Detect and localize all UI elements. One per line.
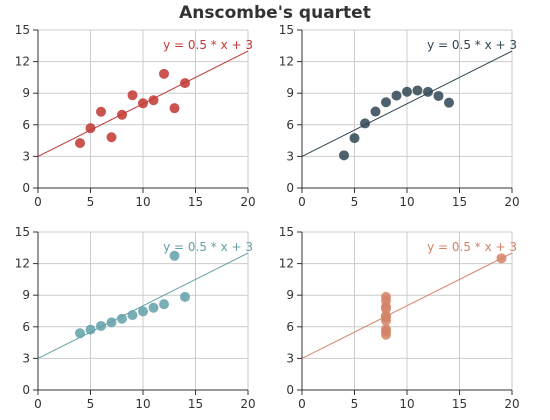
data-point[interactable] — [169, 103, 180, 114]
regression-line — [301, 50, 513, 157]
data-point[interactable] — [496, 253, 507, 264]
y-tick-label: 12 — [279, 55, 294, 69]
y-tick-label: 0 — [22, 181, 30, 195]
x-tick-label: 5 — [351, 195, 359, 209]
x-tick-label: 15 — [188, 397, 203, 411]
data-point[interactable] — [148, 95, 159, 106]
x-tick-label: 20 — [504, 195, 519, 209]
y-tick-label: 9 — [22, 86, 30, 100]
y-tick-label: 3 — [286, 149, 294, 163]
data-point[interactable] — [85, 123, 96, 134]
x-tick-label: 0 — [298, 397, 306, 411]
data-point[interactable] — [381, 97, 391, 108]
data-point[interactable] — [75, 328, 85, 339]
x-tick-label: 20 — [240, 195, 255, 209]
y-tick-label: 6 — [286, 118, 294, 132]
fit-label: y = 0.5 * x + 3 — [427, 38, 517, 52]
y-tick-label: 12 — [279, 257, 294, 271]
data-point[interactable] — [85, 324, 96, 335]
data-point[interactable] — [180, 291, 190, 302]
data-point[interactable] — [127, 90, 138, 101]
data-point[interactable] — [180, 78, 190, 89]
y-tick-label: 15 — [279, 225, 294, 239]
fit-label: y = 0.5 * x + 3 — [163, 38, 253, 52]
y-tick-label: 15 — [15, 225, 30, 239]
x-tick-label: 20 — [504, 397, 519, 411]
data-point[interactable] — [96, 106, 106, 117]
y-tick-label: 15 — [279, 23, 294, 37]
y-tick-label: 0 — [22, 383, 30, 397]
x-tick-label: 20 — [240, 397, 255, 411]
x-tick-label: 15 — [452, 195, 467, 209]
y-tick-label: 15 — [15, 23, 30, 37]
data-point[interactable] — [349, 133, 360, 144]
data-point[interactable] — [127, 310, 138, 321]
data-point[interactable] — [75, 138, 85, 149]
data-point[interactable] — [381, 301, 391, 312]
x-tick-label: 5 — [87, 195, 95, 209]
data-point[interactable] — [391, 90, 402, 101]
fit-label: y = 0.5 * x + 3 — [163, 240, 253, 254]
y-tick-label: 6 — [286, 320, 294, 334]
panel-1: 0 5 10 15 20 0 3 6 9 12 15 y = 0.5 * x + 3 — [15, 23, 256, 209]
data-point[interactable] — [96, 320, 106, 331]
x-tick-label: 5 — [351, 397, 359, 411]
data-point[interactable] — [370, 106, 381, 117]
data-point[interactable] — [381, 312, 391, 323]
x-tick-label: 10 — [135, 195, 150, 209]
data-point[interactable] — [423, 86, 433, 97]
regression-line — [37, 252, 249, 359]
y-tick-label: 9 — [286, 288, 294, 302]
x-tick-label: 15 — [188, 195, 203, 209]
x-tick-label: 10 — [135, 397, 150, 411]
chart-title: Anscombe's quartet — [179, 3, 371, 23]
y-tick-label: 0 — [286, 181, 294, 195]
data-point[interactable] — [106, 132, 117, 143]
panel-2: 0 5 10 15 20 0 3 6 9 12 15 y = 0.5 * x + 3 — [279, 23, 520, 209]
y-tick-label: 6 — [22, 118, 30, 132]
data-point[interactable] — [360, 118, 370, 129]
y-tick-label: 12 — [15, 55, 30, 69]
y-tick-label: 3 — [22, 351, 30, 365]
x-tick-label: 0 — [298, 195, 306, 209]
data-point[interactable] — [138, 98, 148, 109]
data-point[interactable] — [412, 85, 423, 96]
data-point[interactable] — [117, 313, 127, 324]
y-tick-label: 9 — [286, 86, 294, 100]
data-point[interactable] — [106, 317, 117, 328]
data-point[interactable] — [402, 86, 412, 97]
x-tick-label: 10 — [399, 397, 414, 411]
data-point[interactable] — [117, 109, 127, 120]
panel-4: 0 5 10 15 20 0 3 6 9 12 15 y = 0.5 * x + 3 — [279, 225, 520, 411]
y-tick-label: 0 — [286, 383, 294, 397]
data-point[interactable] — [433, 90, 444, 101]
data-point[interactable] — [159, 299, 169, 310]
panel-3: 0 5 10 15 20 0 3 6 9 12 15 y = 0.5 * x + 3 — [15, 225, 256, 411]
y-tick-label: 3 — [286, 351, 294, 365]
y-tick-label: 9 — [22, 288, 30, 302]
x-tick-label: 0 — [34, 397, 42, 411]
x-tick-label: 10 — [399, 195, 414, 209]
x-tick-label: 0 — [34, 195, 42, 209]
data-point[interactable] — [444, 97, 454, 108]
data-point[interactable] — [148, 302, 159, 313]
regression-line — [301, 252, 513, 359]
data-point[interactable] — [381, 326, 391, 337]
y-tick-label: 6 — [22, 320, 30, 334]
x-tick-label: 15 — [452, 397, 467, 411]
data-point[interactable] — [138, 306, 148, 317]
fit-label: y = 0.5 * x + 3 — [427, 240, 517, 254]
data-point[interactable] — [159, 68, 169, 79]
data-point[interactable] — [169, 250, 180, 261]
x-tick-label: 5 — [87, 397, 95, 411]
y-tick-label: 3 — [22, 149, 30, 163]
y-tick-label: 12 — [15, 257, 30, 271]
data-point[interactable] — [339, 150, 349, 161]
